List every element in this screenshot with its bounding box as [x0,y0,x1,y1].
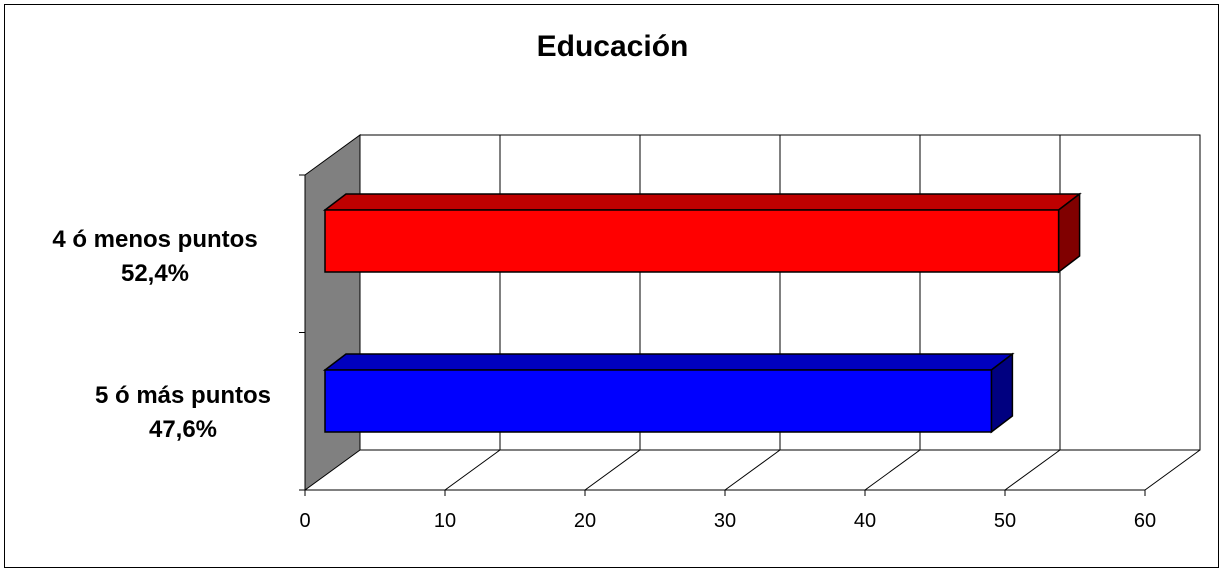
bar [324,369,993,433]
x-tick-label: 10 [434,510,456,532]
bar-top [322,353,1015,371]
gridline-floor [444,449,501,491]
gridline-floor [1144,449,1201,491]
x-tick-label: 20 [574,510,596,532]
chart-title: Educación [536,30,689,63]
gridline-floor [724,449,781,491]
gridline-floor [864,449,921,491]
category-label-line2: 52,4% [120,260,190,287]
x-tick-label: 30 [714,510,736,532]
x-tick-label: 40 [854,510,876,532]
gridline-floor [1004,449,1061,491]
category-label-line1: 5 ó más puntos [94,382,272,409]
x-tick-label: 0 [299,510,310,532]
x-tick-label: 50 [994,510,1016,532]
category-label-line1: 4 ó menos puntos [52,226,258,253]
bar [324,209,1060,273]
category-label-5-o-mas: 5 ó más puntos 47,6% [33,379,333,447]
category-label-4-o-menos: 4 ó menos puntos 52,4% [5,223,305,291]
bar-top [322,193,1082,211]
category-label-line2: 47,6% [148,416,218,443]
x-tick-label: 60 [1134,510,1156,532]
gridline-floor [584,449,641,491]
